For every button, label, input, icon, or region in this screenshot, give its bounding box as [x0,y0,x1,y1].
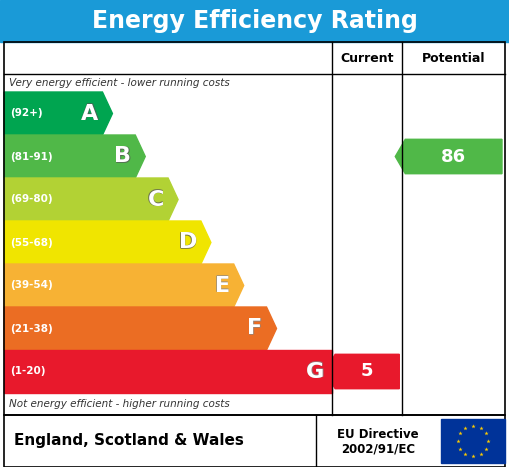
Text: G: G [306,361,324,381]
Text: D: D [179,233,197,253]
Text: A: A [81,104,98,123]
Text: B: B [114,147,131,167]
Text: 2002/91/EC: 2002/91/EC [341,443,415,455]
Text: D: D [179,233,197,253]
Text: G: G [305,361,324,381]
Polygon shape [4,92,112,135]
Text: B: B [114,147,131,167]
Text: G: G [305,362,324,382]
Text: B: B [115,147,132,167]
Text: B: B [115,147,132,167]
Text: Current: Current [341,51,394,64]
Text: (1-20): (1-20) [10,367,45,376]
Text: E: E [215,276,230,296]
Text: E: E [214,276,229,296]
Text: A: A [81,103,98,123]
Text: C: C [148,190,164,210]
Bar [441,419,505,463]
Text: F: F [247,318,263,339]
Text: (92+): (92+) [10,108,43,119]
Text: E: E [215,275,230,295]
Bar [4,42,505,415]
Text: E: E [214,275,229,295]
Polygon shape [4,264,244,307]
Text: E: E [215,275,230,295]
Text: D: D [178,233,196,253]
Text: F: F [247,319,262,339]
Text: A: A [82,104,99,123]
Text: (21-38): (21-38) [10,324,53,333]
Bar [0,0,509,42]
Text: E: E [215,276,230,296]
Text: C: C [148,190,164,210]
Text: C: C [147,189,163,209]
Text: D: D [179,233,197,253]
Text: EU Directive: EU Directive [337,429,419,441]
Text: Energy Efficiency Rating: Energy Efficiency Rating [92,9,417,33]
Text: Potential: Potential [422,51,486,64]
Text: A: A [81,104,98,124]
Polygon shape [4,350,332,393]
Text: E: E [215,276,230,296]
Text: C: C [147,190,163,210]
Text: B: B [115,146,132,166]
Text: F: F [247,318,263,338]
Text: A: A [82,104,99,124]
Text: (39-54): (39-54) [10,281,53,290]
Text: B: B [114,146,131,166]
Text: A: A [82,103,99,123]
Text: D: D [179,232,197,252]
Text: (55-68): (55-68) [10,238,53,248]
Text: E: E [214,276,229,296]
Text: F: F [247,319,263,339]
Text: Very energy efficient - lower running costs: Very energy efficient - lower running co… [9,78,230,88]
Text: C: C [148,189,164,209]
Text: Not energy efficient - higher running costs: Not energy efficient - higher running co… [9,399,230,409]
Text: E: E [215,276,230,296]
Text: F: F [248,318,263,338]
Text: (69-80): (69-80) [10,194,52,205]
Text: England, Scotland & Wales: England, Scotland & Wales [14,433,244,448]
Text: G: G [306,361,325,382]
Text: B: B [114,146,131,166]
Polygon shape [325,354,399,389]
Text: F: F [248,319,263,339]
Text: G: G [306,362,325,382]
Text: D: D [178,233,196,253]
Text: B: B [114,147,131,167]
Text: 86: 86 [441,148,466,165]
Polygon shape [4,307,276,350]
Text: C: C [148,190,164,210]
Text: B: B [114,147,131,167]
Polygon shape [4,221,211,264]
Text: A: A [81,103,98,123]
Polygon shape [4,135,145,178]
Text: C: C [147,190,163,210]
Text: F: F [247,318,262,339]
Text: A: A [81,104,98,123]
Text: C: C [148,189,164,209]
Text: F: F [247,318,262,338]
Text: G: G [306,362,324,382]
Text: D: D [179,232,197,252]
Polygon shape [395,139,502,174]
Text: A: A [81,104,98,124]
Polygon shape [4,178,178,221]
Bar [4,42,505,415]
Bar [4,415,505,467]
Bar [4,415,505,467]
Text: G: G [306,361,325,381]
Text: G: G [306,361,324,382]
Text: G: G [305,361,324,382]
Text: D: D [179,233,197,253]
Text: (81-91): (81-91) [10,151,52,162]
Text: F: F [248,318,263,339]
Text: C: C [148,190,164,210]
Text: D: D [178,232,196,252]
Text: 5: 5 [361,362,374,381]
